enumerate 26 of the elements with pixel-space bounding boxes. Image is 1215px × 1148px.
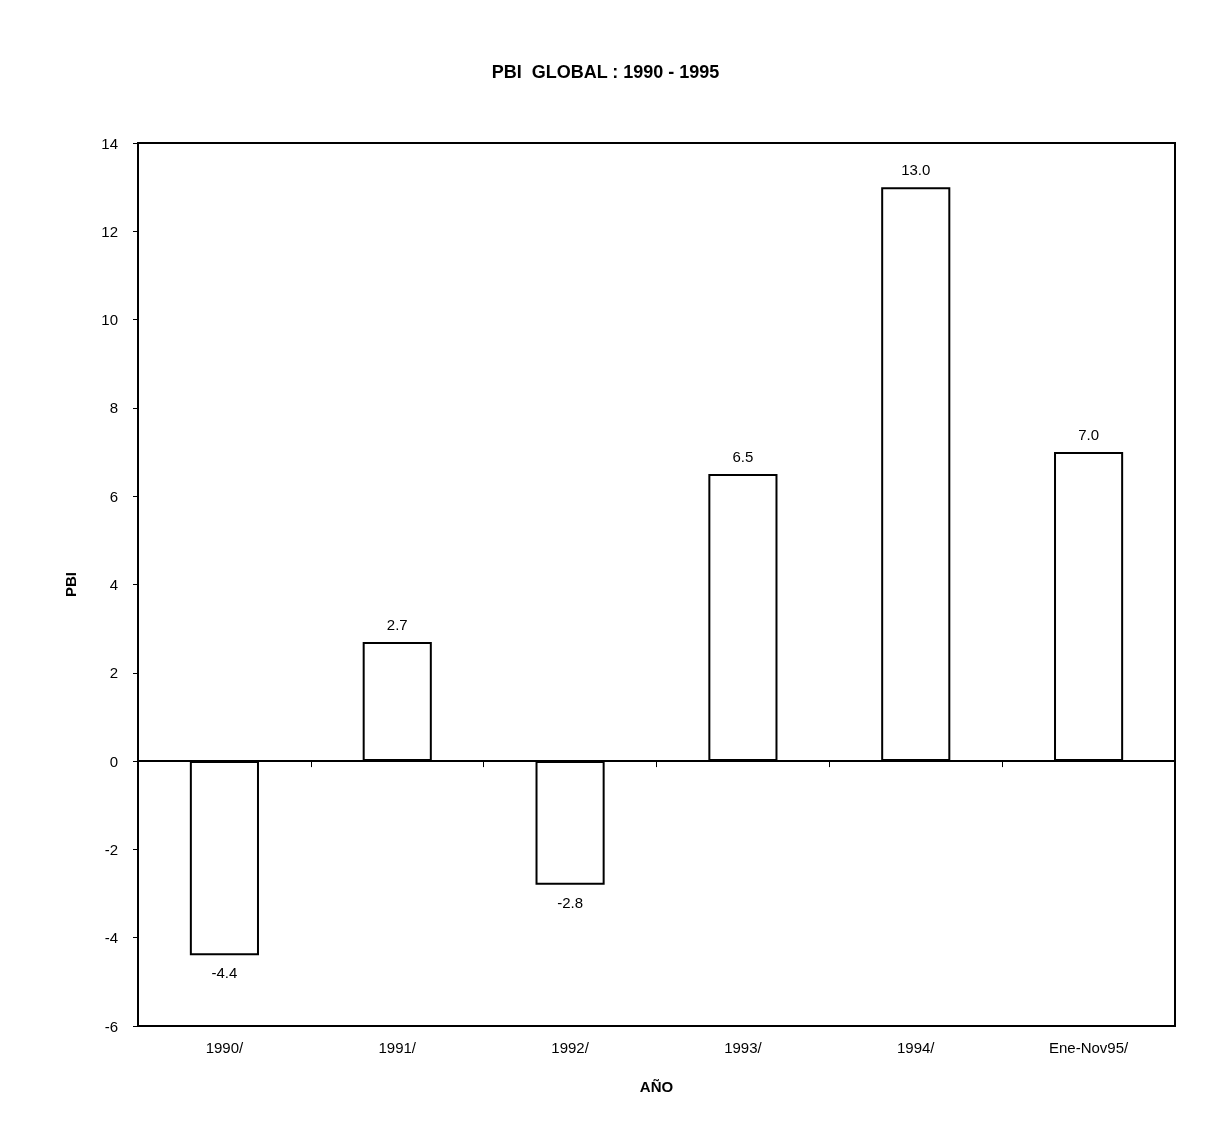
x-tick-label: 1990/ — [205, 1039, 245, 1056]
y-tick-label: 6 — [109, 487, 118, 505]
y-tick-label: 4 — [109, 576, 118, 593]
y-tick-label: 0 — [109, 752, 118, 770]
y-tick-label: 8 — [109, 399, 118, 417]
x-axis-title: AÑO — [639, 1077, 674, 1095]
y-tick-label: 14 — [101, 134, 118, 152]
y-tick-label: 12 — [101, 222, 118, 240]
data-label: 6.5 — [732, 448, 754, 466]
data-label: -2.8 — [557, 893, 584, 911]
x-tick-label: 1991/ — [378, 1039, 417, 1056]
y-tick-label: -2 — [104, 840, 118, 858]
x-tick-label: 1994/ — [896, 1039, 936, 1056]
data-label: 13.0 — [901, 161, 931, 179]
y-tick-label: 10 — [101, 311, 118, 329]
data-label: 7.0 — [1078, 426, 1100, 444]
x-tick-label: 1993/ — [724, 1039, 763, 1056]
x-tick-label: 1992/ — [551, 1039, 590, 1056]
data-label: -4.4 — [211, 964, 238, 982]
data-label: 2.7 — [386, 615, 408, 633]
chart-title: PBI GLOBAL : 1990 - 1995 — [491, 62, 720, 82]
y-tick-label: -4 — [104, 929, 118, 947]
y-tick-label: -6 — [104, 1017, 118, 1035]
x-tick-label: Ene-Nov95/ — [1048, 1039, 1130, 1056]
y-axis-title: PBI — [62, 571, 79, 598]
y-tick-label: 2 — [109, 664, 118, 682]
